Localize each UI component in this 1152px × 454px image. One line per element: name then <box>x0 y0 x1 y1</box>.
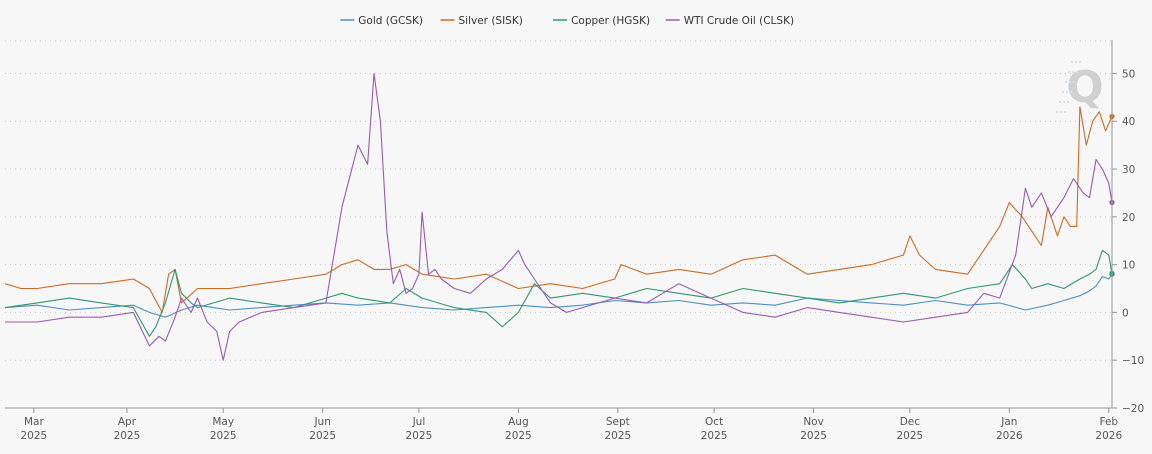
y-tick-label: 10 <box>1122 260 1135 272</box>
x-tick-month: Mar <box>24 416 44 428</box>
x-tick-month: Sept <box>606 416 630 428</box>
legend-item-1[interactable]: Silver (SISK) <box>440 15 523 27</box>
x-tick-month: May <box>212 416 234 428</box>
axes: −20 −10 0 10 20 30 40 50 Mar 2025 Apr 2025 May 2025 Ju… <box>5 40 1144 442</box>
y-tick-label: 0 <box>1122 307 1129 319</box>
x-tick-year: 2025 <box>21 430 48 442</box>
watermark-letter: Q <box>1066 62 1103 113</box>
x-tick-year: 2025 <box>604 430 631 442</box>
legend-label: Gold (GCSK) <box>358 15 423 27</box>
x-tick-month: Jun <box>313 416 330 428</box>
x-tick-year: 2025 <box>309 430 336 442</box>
legend-item-0[interactable]: Gold (GCSK) <box>340 15 423 27</box>
x-tick-month: Feb <box>1099 416 1118 428</box>
x-tick-year: 2025 <box>114 430 141 442</box>
x-tick-month: Nov <box>803 416 824 428</box>
x-tick-year: 2025 <box>505 430 532 442</box>
legend-label: Copper (HGSK) <box>571 15 650 27</box>
x-tick-year: 2025 <box>701 430 728 442</box>
x-tick-month: Aug <box>508 416 529 428</box>
y-tick-label: 40 <box>1122 116 1135 128</box>
y-tick-label: 50 <box>1122 68 1135 80</box>
x-tick-month: Apr <box>118 416 137 428</box>
x-tick-month: Oct <box>705 416 723 428</box>
y-tick-label: 30 <box>1122 164 1135 176</box>
y-tick-label: 20 <box>1122 212 1135 224</box>
legend-label: Silver (SISK) <box>459 15 523 27</box>
x-tick-year: 2026 <box>996 430 1023 442</box>
x-tick-year: 2025 <box>896 430 923 442</box>
legend-item-2[interactable]: Copper (HGSK) <box>553 15 650 27</box>
legend: Gold (GCSK) Silver (SISK) Copper (HGSK) WTI… <box>340 15 794 27</box>
x-tick-month: Jan <box>1000 416 1017 428</box>
y-tick-label: −10 <box>1122 355 1144 367</box>
x-tick-year: 2025 <box>800 430 827 442</box>
x-tick-year: 2025 <box>210 430 237 442</box>
y-tick-label: −20 <box>1122 403 1144 415</box>
series-line-3 <box>5 72 1113 361</box>
x-tick-month: Jul <box>412 416 426 428</box>
series-layer <box>4 72 1115 361</box>
legend-item-3[interactable]: WTI Crude Oil (CLSK) <box>665 15 794 27</box>
legend-label: WTI Crude Oil (CLSK) <box>684 15 794 27</box>
x-tick-year: 2026 <box>1095 430 1122 442</box>
watermark-logo: Q <box>1056 61 1104 113</box>
x-tick-year: 2025 <box>406 430 433 442</box>
x-tick-month: Dec <box>900 416 921 428</box>
